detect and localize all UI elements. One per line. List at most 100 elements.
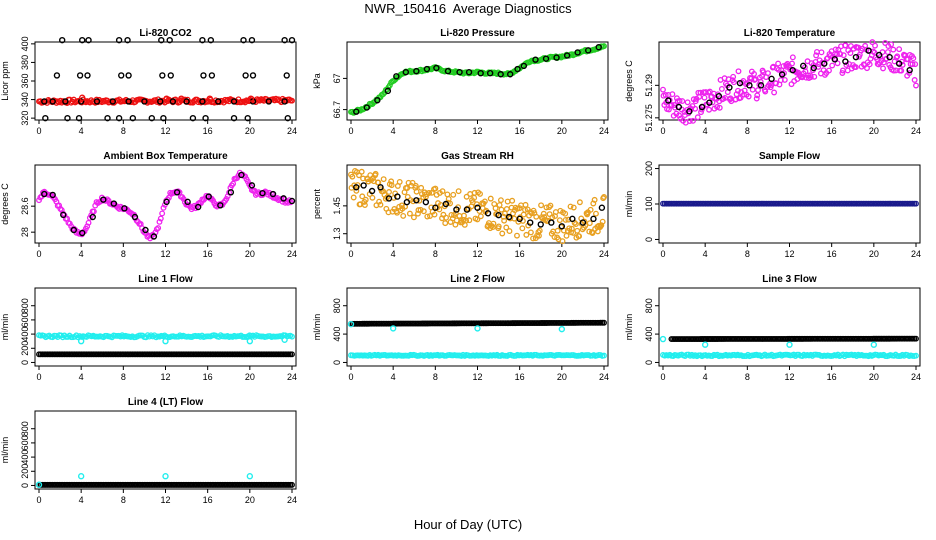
- x-tick-label: 4: [391, 249, 396, 259]
- data-point: [183, 98, 190, 105]
- data-point: [124, 36, 131, 44]
- y-tick-label: 800: [644, 298, 654, 313]
- data-point: [786, 341, 793, 348]
- data-point: [698, 106, 705, 113]
- y-tick-label: 28: [20, 227, 30, 237]
- data-point: [701, 94, 708, 101]
- data-point: [90, 208, 97, 215]
- data-point: [802, 68, 809, 75]
- data-point: [56, 202, 63, 209]
- x-tick-label: 0: [660, 249, 665, 259]
- data-point: [110, 200, 118, 207]
- data-point: [230, 98, 238, 105]
- y-tick-label: 28.6: [20, 197, 30, 215]
- data-point: [194, 203, 202, 211]
- data-point: [100, 196, 107, 203]
- data-point: [109, 98, 116, 105]
- data-point: [576, 233, 583, 240]
- data-point: [913, 200, 919, 207]
- data-point: [453, 206, 460, 213]
- data-point: [686, 108, 693, 115]
- data-point: [496, 202, 503, 208]
- panel-title: Sample Flow: [759, 151, 820, 162]
- panel-title: Line 1 Flow: [138, 274, 193, 285]
- x-tick-label: 0: [348, 372, 353, 382]
- data-point: [431, 211, 438, 218]
- data-point: [709, 99, 716, 106]
- data-point: [781, 76, 788, 83]
- data-point: [215, 98, 222, 105]
- x-tick-label: 20: [245, 372, 255, 382]
- data-point: [289, 333, 295, 340]
- data-point: [726, 84, 733, 91]
- y-tick-label: 66.7: [332, 101, 342, 119]
- data-point: [361, 202, 368, 208]
- data-point: [376, 198, 383, 205]
- data-point: [718, 85, 725, 92]
- y-tick-label: 360: [20, 73, 30, 88]
- data-point: [359, 193, 366, 200]
- data-point: [559, 238, 566, 245]
- data-point: [180, 195, 187, 202]
- data-point: [514, 65, 521, 73]
- data-point: [775, 66, 782, 73]
- data-point: [259, 189, 266, 197]
- data-point: [730, 79, 737, 86]
- data-point: [75, 114, 83, 122]
- y-tick-label: 340: [20, 92, 30, 107]
- data-point: [591, 196, 598, 203]
- data-point: [489, 224, 496, 231]
- data-point: [574, 227, 581, 234]
- data-point: [200, 72, 207, 79]
- x-tick-label: 24: [599, 126, 609, 136]
- x-tick-label: 12: [472, 126, 482, 136]
- page-title: NWR_150416 Average Diagnostics: [364, 1, 572, 16]
- data-point: [906, 70, 913, 77]
- y-tick-label: 1.45: [332, 197, 342, 215]
- y-tick-label: 0: [20, 360, 30, 365]
- data-point: [509, 197, 516, 204]
- data-point: [474, 216, 481, 223]
- data-point: [455, 188, 462, 195]
- data-point: [148, 114, 155, 122]
- data-point: [847, 50, 854, 57]
- data-point: [497, 197, 504, 204]
- data-point: [503, 206, 510, 212]
- data-point: [562, 216, 569, 223]
- data-point: [240, 36, 247, 44]
- data-point: [406, 210, 413, 217]
- data-point: [162, 473, 169, 480]
- x-tick-label: 4: [79, 495, 84, 505]
- x-tick-label: 20: [557, 372, 567, 382]
- data-point: [690, 117, 696, 124]
- x-tick-label: 24: [599, 372, 609, 382]
- data-point: [41, 98, 48, 105]
- data-point: [53, 72, 61, 79]
- data-point: [160, 204, 167, 211]
- data-point: [837, 51, 844, 58]
- data-point: [516, 215, 523, 223]
- data-point: [162, 337, 169, 345]
- data-point: [463, 206, 471, 213]
- x-tick-label: 0: [36, 372, 41, 382]
- data-point: [558, 223, 566, 230]
- y-axis-label: percent: [312, 188, 322, 219]
- data-point: [522, 201, 529, 208]
- data-point: [104, 114, 111, 122]
- data-point: [410, 214, 417, 221]
- data-point: [49, 191, 56, 199]
- data-point: [289, 97, 295, 104]
- data-point: [249, 72, 257, 79]
- data-point: [442, 220, 449, 227]
- data-point: [217, 202, 224, 209]
- data-point: [160, 114, 167, 122]
- data-point: [386, 189, 392, 195]
- data-point: [403, 198, 411, 206]
- y-tick-label: 320: [20, 111, 30, 126]
- data-point: [70, 226, 77, 234]
- x-tick-label: 24: [287, 126, 297, 136]
- data-point: [701, 341, 709, 348]
- data-point: [281, 36, 288, 44]
- y-tick-label: 200: [20, 341, 30, 356]
- y-axis-label: ml/min: [624, 191, 634, 218]
